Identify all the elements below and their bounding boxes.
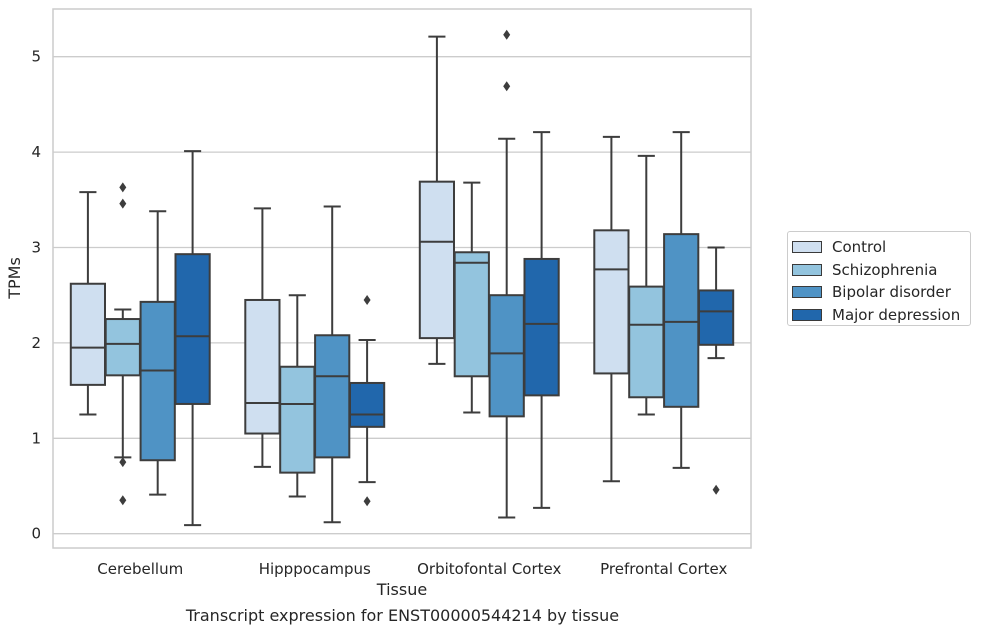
y-tick-label: 1 xyxy=(31,429,41,447)
box xyxy=(523,131,560,509)
box xyxy=(663,131,700,469)
y-axis-ticks: 0 1 2 3 4 5 xyxy=(31,48,41,543)
legend-label: Major depression xyxy=(832,305,961,324)
box-rect xyxy=(418,180,456,340)
box xyxy=(418,35,456,365)
x-axis-ticks: Cerebellum Hipppocampus Orbitofontal Corte… xyxy=(97,560,727,578)
box xyxy=(314,205,351,524)
box xyxy=(104,182,141,506)
outlier-point xyxy=(119,182,127,193)
outlier-point xyxy=(363,294,371,305)
legend-swatch-schizophrenia xyxy=(792,263,822,276)
box-rect xyxy=(174,253,211,405)
outlier-point xyxy=(119,198,127,209)
legend-item-schizophrenia: Schizophrenia xyxy=(791,259,970,282)
outlier-point xyxy=(363,496,371,507)
legend-item-control: Control xyxy=(791,236,970,259)
box-rect xyxy=(139,300,176,462)
plot-frame xyxy=(52,8,752,549)
x-tick-label: Cerebellum xyxy=(97,560,183,578)
box xyxy=(244,207,281,468)
outlier-point xyxy=(119,495,127,506)
chart-caption: Transcript expression for ENST0000054421… xyxy=(185,606,620,625)
legend-item-major-depression: Major depression xyxy=(791,304,970,327)
x-tick-label: Prefrontal Cortex xyxy=(600,560,727,578)
legend-label: Control xyxy=(832,238,887,257)
box-rect xyxy=(453,251,490,378)
y-axis-label: TPMs xyxy=(5,257,24,300)
box xyxy=(139,210,176,496)
box xyxy=(348,294,386,507)
box-series xyxy=(69,29,735,527)
outlier-point xyxy=(712,484,720,495)
box-rect xyxy=(523,257,560,397)
box xyxy=(174,150,211,527)
legend-swatch-major-depression xyxy=(792,308,822,321)
outlier-point xyxy=(119,457,127,468)
outlier-point xyxy=(503,29,511,40)
box-rect xyxy=(69,282,107,386)
box-rect xyxy=(628,285,665,399)
x-tick-label: Hipppocampus xyxy=(259,560,371,578)
x-tick-label: Orbitofontal Cortex xyxy=(417,560,561,578)
box xyxy=(593,135,630,483)
box xyxy=(628,154,665,416)
y-tick-label: 3 xyxy=(31,238,41,256)
box-rect xyxy=(593,229,630,375)
y-tick-label: 0 xyxy=(31,525,41,543)
legend-swatch-control xyxy=(792,241,822,254)
box xyxy=(697,246,735,495)
box-rect xyxy=(244,298,281,435)
box xyxy=(488,29,525,519)
legend-label: Schizophrenia xyxy=(832,260,938,279)
box-rect xyxy=(314,334,351,459)
x-axis-label: Tissue xyxy=(376,580,427,599)
y-tick-label: 5 xyxy=(31,48,41,66)
box xyxy=(69,191,107,416)
legend: Control Schizophrenia Bipolar disorder M… xyxy=(787,231,971,326)
outlier-point xyxy=(503,81,511,92)
box xyxy=(453,181,490,414)
box-rect xyxy=(104,318,141,377)
box-rect xyxy=(348,381,386,428)
y-tick-label: 4 xyxy=(31,143,41,161)
box-rect xyxy=(279,365,316,474)
box-rect xyxy=(663,233,700,408)
box xyxy=(279,294,316,498)
y-tick-label: 2 xyxy=(31,334,41,352)
legend-swatch-bipolar-disorder xyxy=(792,286,822,299)
box-rect xyxy=(488,294,525,418)
legend-item-bipolar-disorder: Bipolar disorder xyxy=(791,281,970,304)
box-rect xyxy=(697,289,735,346)
legend-label: Bipolar disorder xyxy=(832,283,951,302)
